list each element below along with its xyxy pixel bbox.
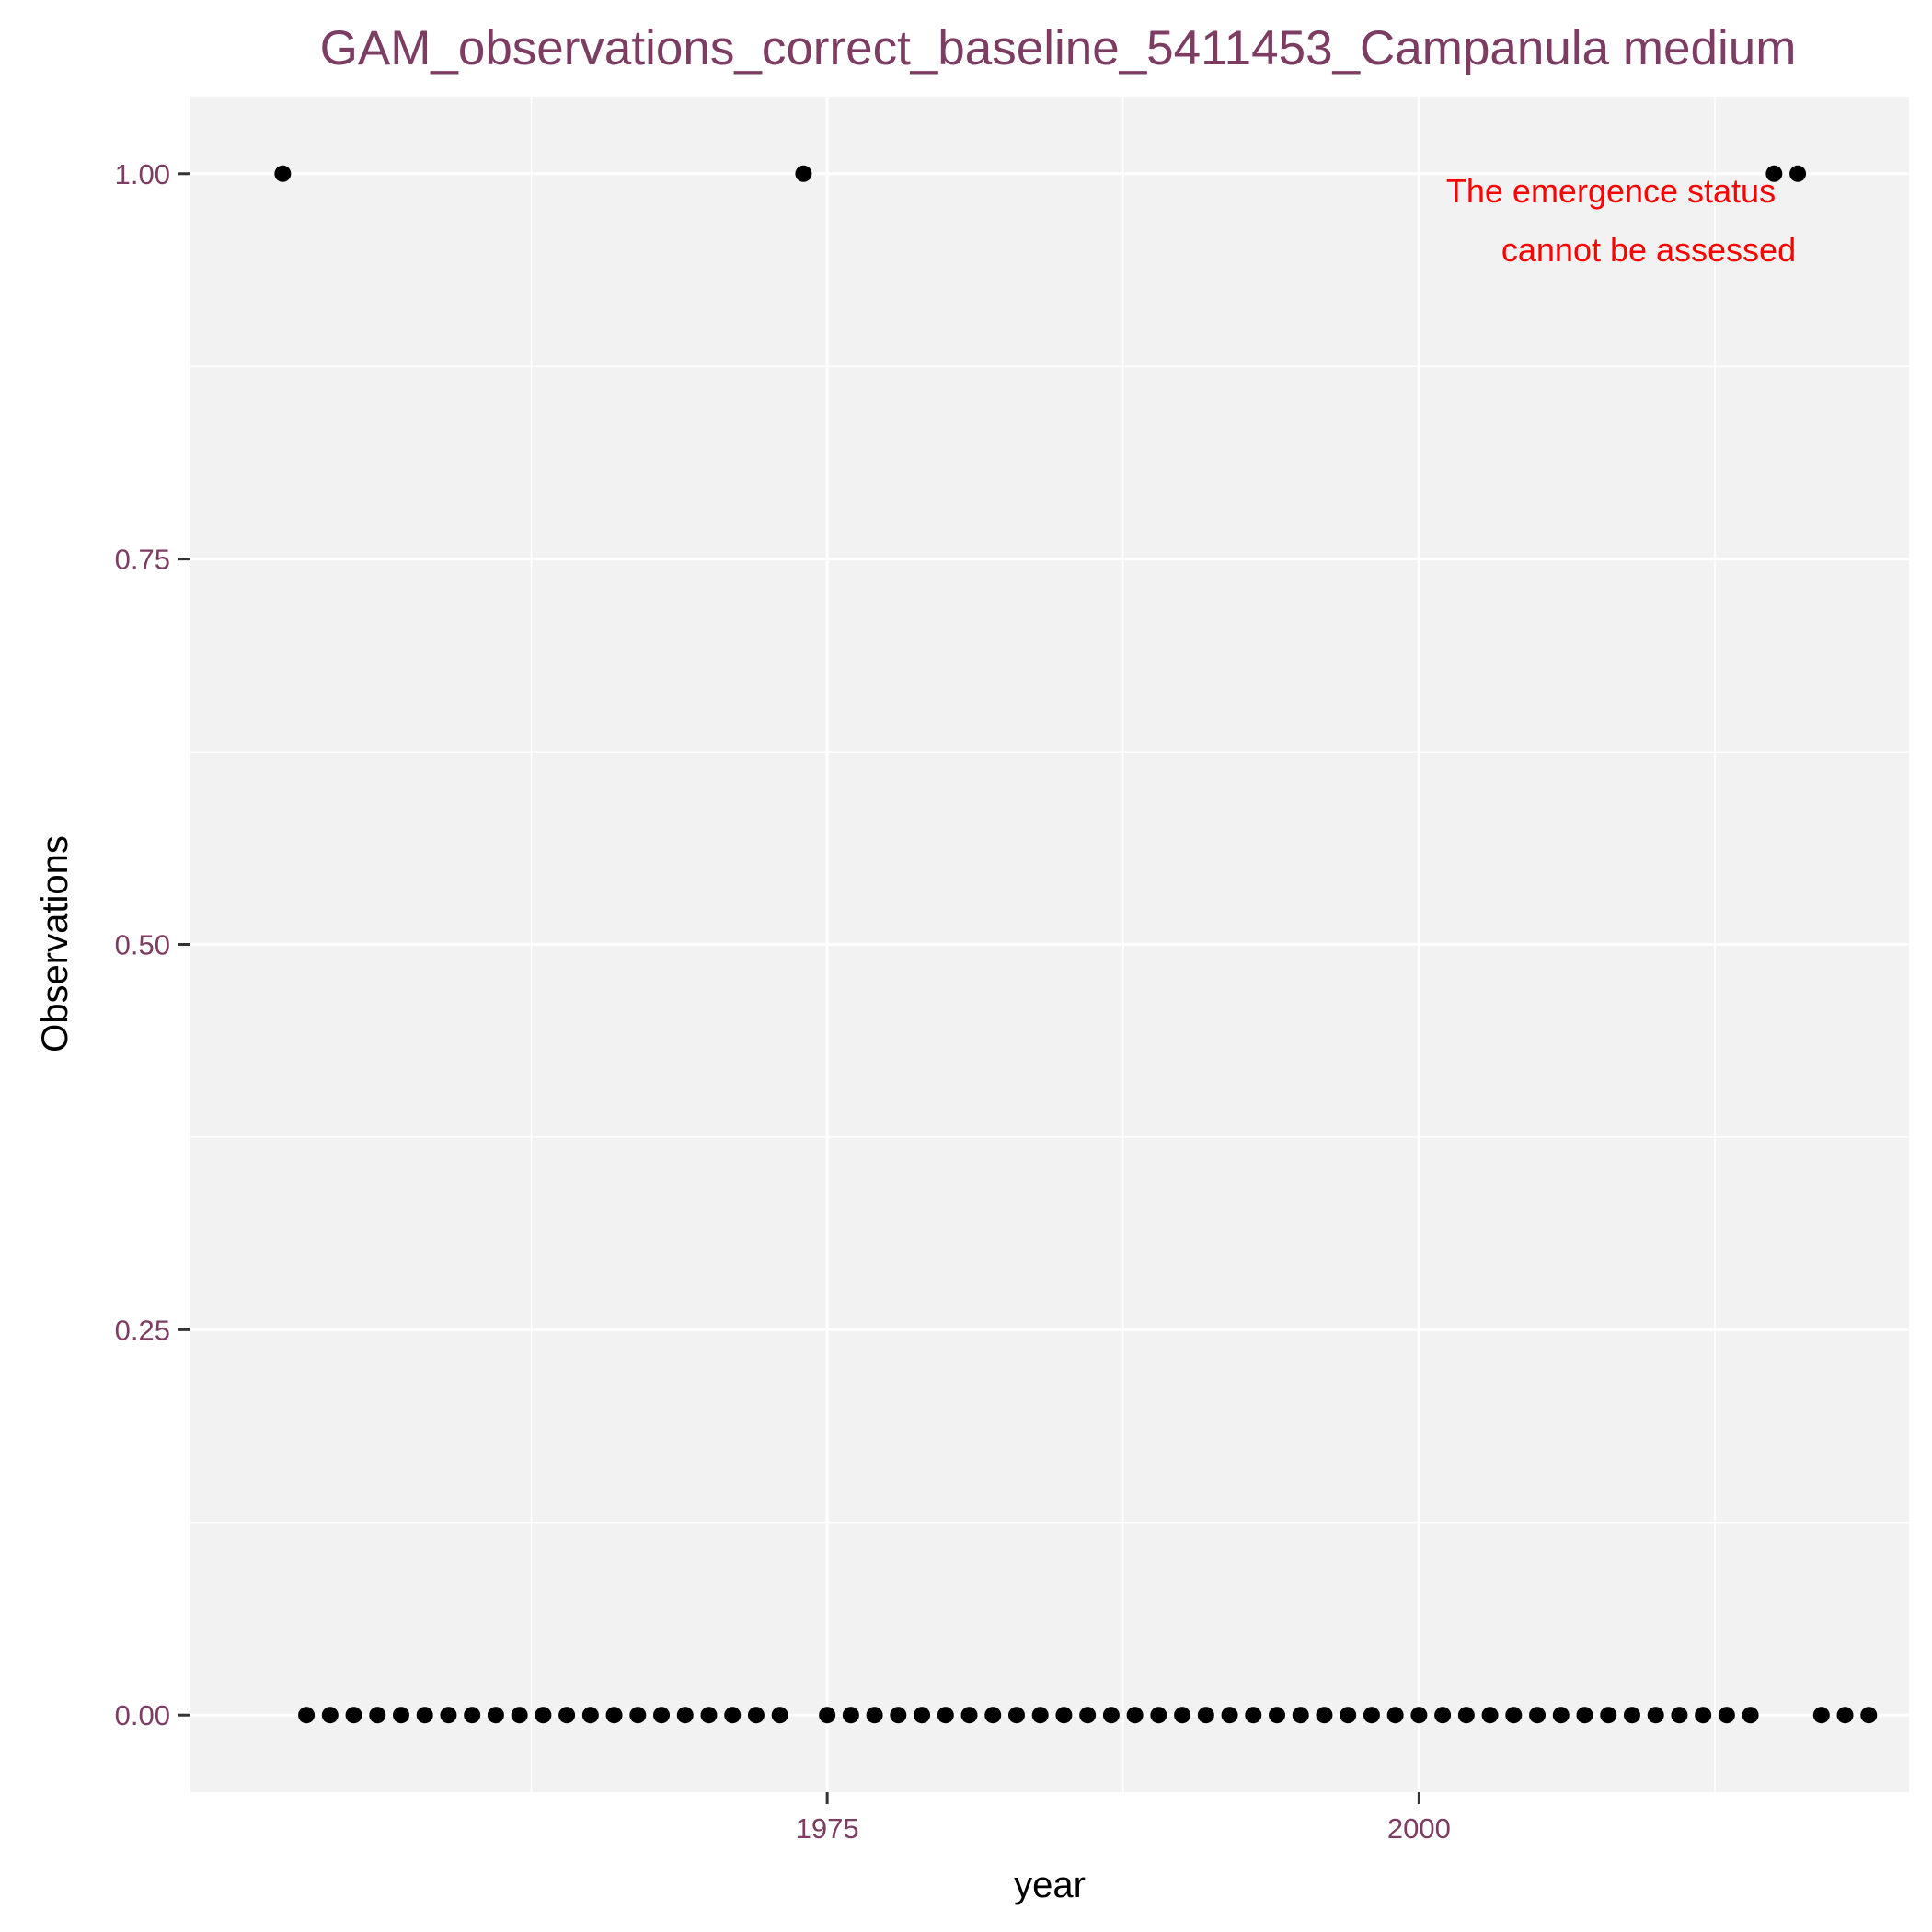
data-point: [1671, 1707, 1688, 1724]
data-point: [984, 1707, 1002, 1724]
annotation-line-2: cannot be assessed: [1501, 231, 1796, 269]
data-point: [653, 1707, 671, 1724]
data-point: [1860, 1707, 1878, 1724]
y-axis-title: Observations: [35, 835, 75, 1052]
data-point: [914, 1707, 931, 1724]
x-tick-label: 1975: [796, 1812, 859, 1845]
data-point: [298, 1707, 316, 1724]
data-point: [464, 1707, 481, 1724]
data-point: [558, 1707, 576, 1724]
y-tick-label: 1.00: [115, 158, 170, 190]
data-point: [771, 1707, 788, 1724]
data-point: [535, 1707, 552, 1724]
data-point: [1812, 1707, 1830, 1724]
data-point: [1197, 1707, 1214, 1724]
data-point: [1765, 165, 1783, 182]
axes: 0.00 0.25 0.50 0.75 1.00 1975 2000: [115, 158, 1451, 1845]
data-point: [1505, 1707, 1523, 1724]
y-tick-label: 0.75: [115, 544, 170, 576]
data-point: [819, 1707, 836, 1724]
data-point: [1316, 1707, 1333, 1724]
data-point: [1055, 1707, 1073, 1724]
data-point: [1245, 1707, 1262, 1724]
data-point: [1386, 1707, 1404, 1724]
data-point: [1410, 1707, 1428, 1724]
data-point: [487, 1707, 504, 1724]
data-point: [676, 1707, 694, 1724]
data-point: [890, 1707, 907, 1724]
data-point: [724, 1707, 742, 1724]
data-point: [700, 1707, 718, 1724]
data-point: [1340, 1707, 1357, 1724]
data-point: [1789, 165, 1807, 182]
data-point: [629, 1707, 647, 1724]
data-point: [795, 165, 812, 182]
data-point: [1742, 1707, 1759, 1724]
y-tick-label: 0.50: [115, 929, 170, 961]
data-point: [369, 1707, 386, 1724]
y-tick-label: 0.25: [115, 1314, 170, 1346]
data-points: [274, 165, 1878, 1724]
data-point: [1150, 1707, 1167, 1724]
data-point: [1079, 1707, 1097, 1724]
data-point: [1695, 1707, 1712, 1724]
data-point: [1623, 1707, 1640, 1724]
data-point: [1007, 1707, 1025, 1724]
data-point: [1292, 1707, 1309, 1724]
data-point: [321, 1707, 339, 1724]
data-point: [1269, 1707, 1286, 1724]
data-point: [1647, 1707, 1664, 1724]
data-point: [866, 1707, 883, 1724]
data-point: [605, 1707, 623, 1724]
data-point: [1363, 1707, 1380, 1724]
data-point: [440, 1707, 457, 1724]
data-point: [1576, 1707, 1593, 1724]
data-point: [581, 1707, 599, 1724]
data-point: [1221, 1707, 1238, 1724]
data-point: [274, 165, 292, 182]
y-tick-label: 0.00: [115, 1699, 170, 1731]
data-point: [1434, 1707, 1452, 1724]
data-point: [1600, 1707, 1617, 1724]
data-point: [842, 1707, 859, 1724]
data-point: [416, 1707, 433, 1724]
x-axis-title: year: [1014, 1865, 1086, 1905]
data-point: [511, 1707, 528, 1724]
data-point: [1552, 1707, 1570, 1724]
data-point: [1174, 1707, 1191, 1724]
data-point: [345, 1707, 362, 1724]
annotation-line-1: The emergence status: [1446, 172, 1776, 210]
data-point: [1102, 1707, 1120, 1724]
data-point: [1031, 1707, 1049, 1724]
data-point: [1457, 1707, 1475, 1724]
chart-title: GAM_observations_correct_baseline_541145…: [320, 21, 1797, 75]
x-tick-label: 2000: [1387, 1812, 1451, 1845]
data-point: [1481, 1707, 1499, 1724]
data-point: [1529, 1707, 1547, 1724]
data-point: [960, 1707, 978, 1724]
data-point: [1126, 1707, 1144, 1724]
data-point: [1718, 1707, 1735, 1724]
data-point: [747, 1707, 765, 1724]
data-point: [937, 1707, 954, 1724]
data-point: [1836, 1707, 1854, 1724]
data-point: [392, 1707, 409, 1724]
